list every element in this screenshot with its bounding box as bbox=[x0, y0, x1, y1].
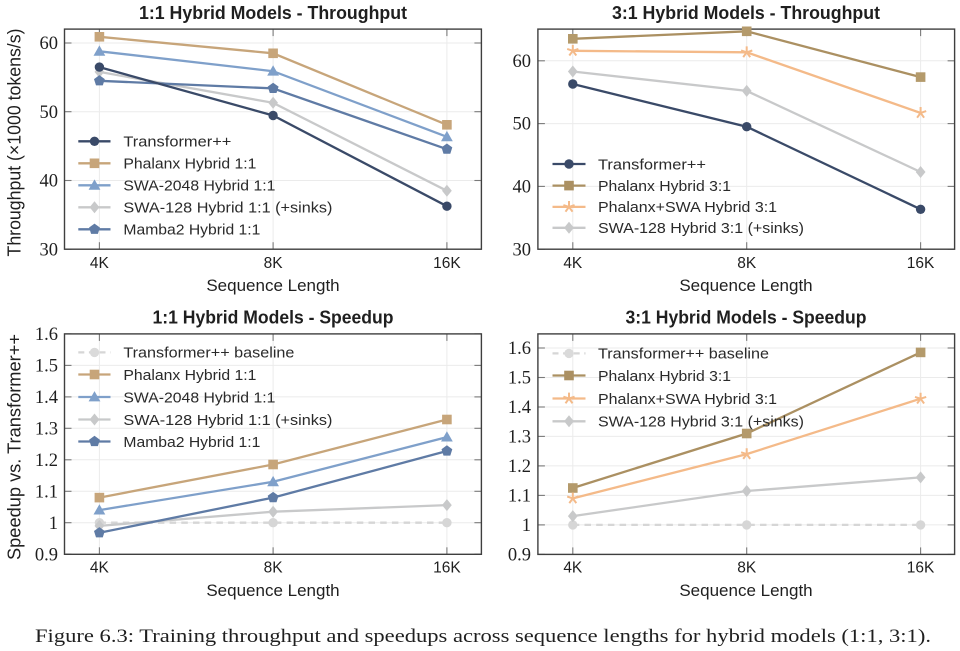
svg-text:1.4: 1.4 bbox=[35, 388, 58, 408]
svg-text:Throughput (×1000 tokens/s): Throughput (×1000 tokens/s) bbox=[5, 29, 25, 257]
svg-text:1: 1 bbox=[49, 514, 58, 534]
svg-text:1.3: 1.3 bbox=[35, 419, 58, 439]
svg-text:Speedup vs. Transformer++: Speedup vs. Transformer++ bbox=[5, 334, 25, 560]
svg-text:SWA-2048 Hybrid 1:1: SWA-2048 Hybrid 1:1 bbox=[123, 389, 275, 406]
svg-text:1.6: 1.6 bbox=[35, 325, 58, 345]
svg-text:Mamba2 Hybrid 1:1: Mamba2 Hybrid 1:1 bbox=[123, 434, 260, 451]
svg-text:4K: 4K bbox=[563, 560, 583, 577]
svg-text:1.5: 1.5 bbox=[35, 356, 58, 376]
svg-text:40: 40 bbox=[513, 178, 532, 198]
svg-text:1: 1 bbox=[522, 516, 531, 536]
svg-text:8K: 8K bbox=[264, 560, 284, 577]
svg-text:Sequence Length: Sequence Length bbox=[206, 276, 339, 295]
svg-text:Phalanx Hybrid 1:1: Phalanx Hybrid 1:1 bbox=[123, 367, 256, 384]
svg-text:Transformer++ baseline: Transformer++ baseline bbox=[598, 346, 769, 363]
svg-text:1.2: 1.2 bbox=[508, 457, 531, 477]
svg-text:SWA-2048 Hybrid 1:1: SWA-2048 Hybrid 1:1 bbox=[123, 178, 275, 195]
svg-text:4K: 4K bbox=[90, 255, 110, 272]
svg-text:8K: 8K bbox=[737, 560, 757, 577]
svg-text:SWA-128 Hybrid 1:1 (+sinks): SWA-128 Hybrid 1:1 (+sinks) bbox=[123, 412, 332, 429]
svg-text:16K: 16K bbox=[433, 560, 461, 577]
svg-text:1.3: 1.3 bbox=[508, 428, 531, 448]
svg-text:0.9: 0.9 bbox=[508, 546, 531, 566]
svg-text:Mamba2 Hybrid 1:1: Mamba2 Hybrid 1:1 bbox=[123, 222, 260, 239]
svg-text:Transformer++: Transformer++ bbox=[123, 134, 231, 151]
svg-text:16K: 16K bbox=[907, 255, 935, 272]
svg-text:3:1 Hybrid Models - Throughput: 3:1 Hybrid Models - Throughput bbox=[612, 3, 880, 23]
svg-text:1.5: 1.5 bbox=[508, 369, 531, 389]
svg-text:4K: 4K bbox=[90, 560, 110, 577]
svg-text:60: 60 bbox=[513, 52, 532, 72]
svg-text:1.6: 1.6 bbox=[508, 339, 531, 359]
svg-text:SWA-128 Hybrid 1:1 (+sinks): SWA-128 Hybrid 1:1 (+sinks) bbox=[123, 200, 332, 217]
svg-text:30: 30 bbox=[513, 240, 532, 260]
svg-text:1.4: 1.4 bbox=[508, 398, 531, 418]
svg-text:Sequence Length: Sequence Length bbox=[679, 276, 812, 295]
svg-text:40: 40 bbox=[40, 172, 59, 192]
svg-text:1.2: 1.2 bbox=[35, 451, 58, 471]
svg-text:50: 50 bbox=[513, 115, 532, 135]
svg-text:1.1: 1.1 bbox=[35, 482, 58, 502]
svg-text:Sequence Length: Sequence Length bbox=[206, 581, 339, 600]
svg-text:1.1: 1.1 bbox=[508, 487, 531, 507]
svg-text:4K: 4K bbox=[563, 255, 583, 272]
svg-text:Transformer++ baseline: Transformer++ baseline bbox=[123, 345, 294, 362]
svg-text:Phalanx Hybrid 3:1: Phalanx Hybrid 3:1 bbox=[598, 178, 731, 195]
svg-text:SWA-128 Hybrid 3:1 (+sinks): SWA-128 Hybrid 3:1 (+sinks) bbox=[598, 220, 804, 237]
svg-text:Phalanx Hybrid 3:1: Phalanx Hybrid 3:1 bbox=[598, 368, 731, 385]
svg-text:Transformer++: Transformer++ bbox=[598, 156, 706, 173]
svg-text:Figure 6.3: Training throughpu: Figure 6.3: Training throughput and spee… bbox=[35, 626, 931, 647]
svg-text:60: 60 bbox=[40, 34, 59, 54]
svg-text:1:1 Hybrid Models - Throughput: 1:1 Hybrid Models - Throughput bbox=[139, 3, 407, 23]
svg-text:30: 30 bbox=[40, 240, 59, 260]
svg-text:8K: 8K bbox=[264, 255, 284, 272]
svg-text:Phalanx+SWA Hybrid 3:1: Phalanx+SWA Hybrid 3:1 bbox=[598, 199, 777, 216]
svg-text:Phalanx Hybrid 1:1: Phalanx Hybrid 1:1 bbox=[123, 156, 256, 173]
svg-text:1:1 Hybrid Models - Speedup: 1:1 Hybrid Models - Speedup bbox=[153, 308, 394, 328]
svg-text:50: 50 bbox=[40, 103, 59, 123]
svg-text:3:1 Hybrid Models - Speedup: 3:1 Hybrid Models - Speedup bbox=[626, 308, 867, 328]
svg-text:16K: 16K bbox=[433, 255, 461, 272]
svg-text:SWA-128 Hybrid 3:1 (+sinks): SWA-128 Hybrid 3:1 (+sinks) bbox=[598, 414, 804, 431]
svg-text:Sequence Length: Sequence Length bbox=[679, 581, 812, 600]
svg-text:0.9: 0.9 bbox=[35, 545, 58, 565]
svg-text:16K: 16K bbox=[907, 560, 935, 577]
svg-text:8K: 8K bbox=[737, 255, 757, 272]
svg-text:Phalanx+SWA Hybrid 3:1: Phalanx+SWA Hybrid 3:1 bbox=[598, 391, 777, 408]
